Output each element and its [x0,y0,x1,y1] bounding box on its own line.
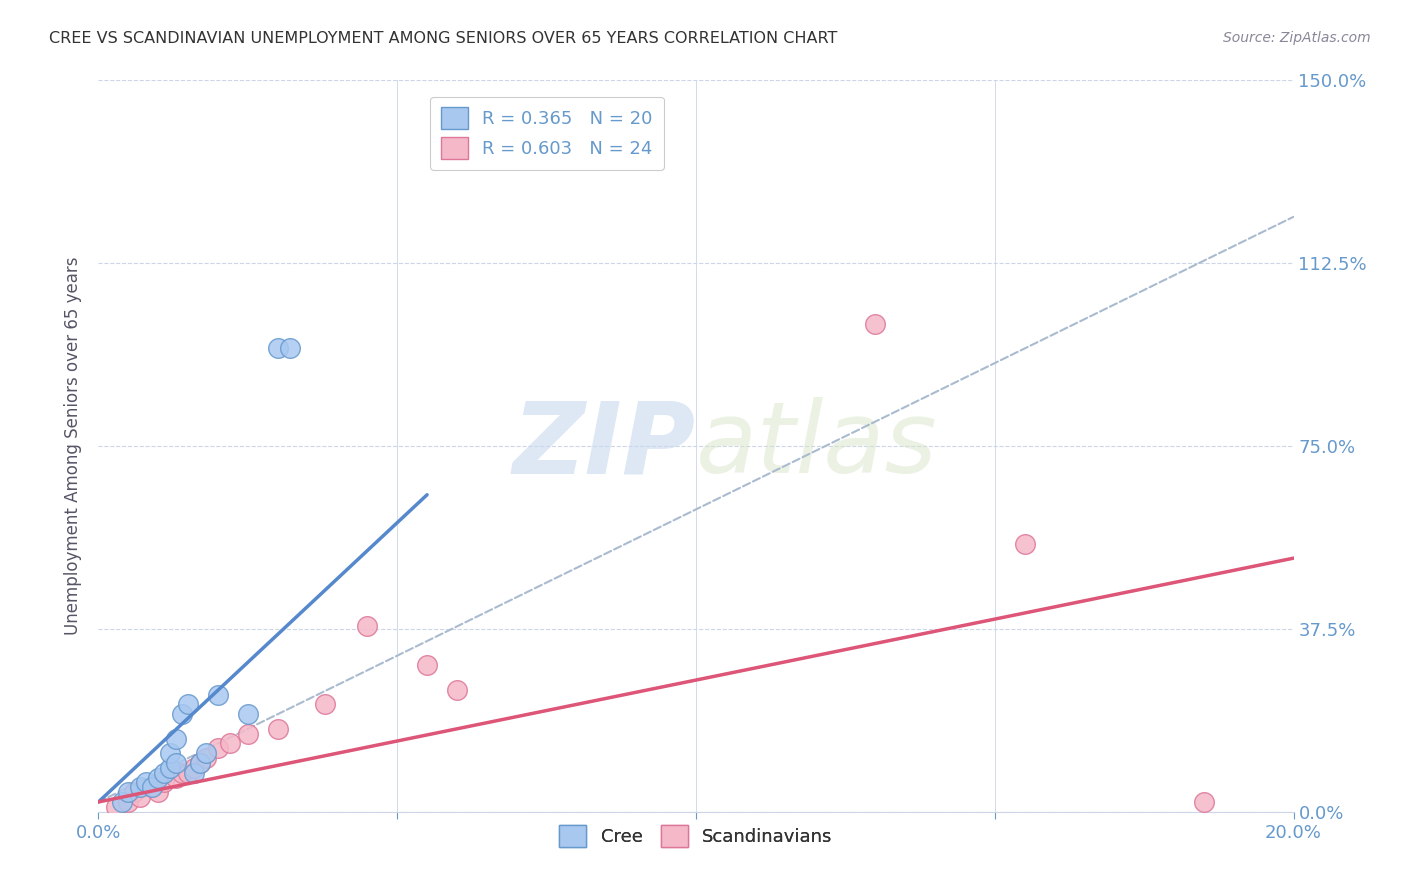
Text: Source: ZipAtlas.com: Source: ZipAtlas.com [1223,31,1371,45]
Point [207,741,229,756]
Point [148,785,170,799]
Point [207,688,229,702]
Point [129,780,152,795]
Point [188,756,211,770]
Point [278,342,301,356]
Point [153,765,176,780]
Point [159,746,181,760]
Point [124,785,146,799]
Point [195,746,218,760]
Point [165,756,187,770]
Point [105,800,128,814]
Point [195,751,218,765]
Point [129,790,152,805]
Point [135,775,157,789]
Point [172,707,194,722]
Legend: Cree, Scandinavians: Cree, Scandinavians [553,817,839,854]
Point [117,785,139,799]
Point [141,780,163,795]
Text: atlas: atlas [696,398,938,494]
Point [117,795,139,809]
Point [111,795,134,809]
Point [219,736,242,750]
Point [865,317,887,331]
Point [267,722,290,736]
Point [416,658,439,673]
Point [177,698,200,712]
Point [172,765,194,780]
Point [236,707,259,722]
Point [141,780,163,795]
Point [236,727,259,741]
Point [446,682,468,697]
Point [183,765,205,780]
Point [183,761,205,775]
Point [315,698,337,712]
Text: ZIP: ZIP [513,398,696,494]
Point [267,342,290,356]
Point [165,771,187,785]
Point [1192,795,1215,809]
Point [153,775,176,789]
Y-axis label: Unemployment Among Seniors over 65 years: Unemployment Among Seniors over 65 years [65,257,83,635]
Point [177,765,200,780]
Point [188,756,211,770]
Point [165,731,187,746]
Point [356,619,378,633]
Point [148,771,170,785]
Point [159,761,181,775]
Point [1014,536,1036,550]
Text: CREE VS SCANDINAVIAN UNEMPLOYMENT AMONG SENIORS OVER 65 YEARS CORRELATION CHART: CREE VS SCANDINAVIAN UNEMPLOYMENT AMONG … [49,31,838,46]
